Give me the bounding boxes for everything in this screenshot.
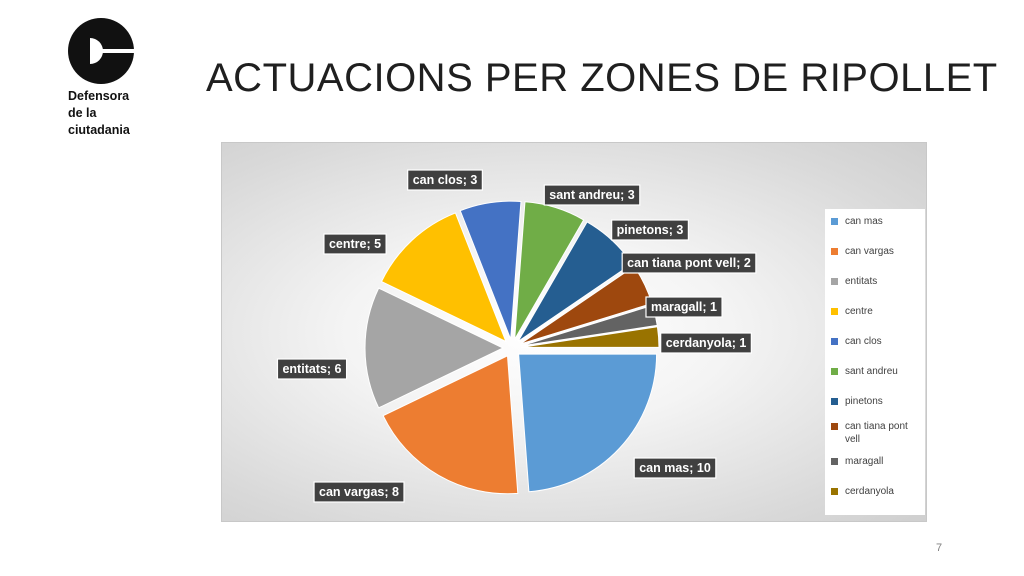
legend-swatch <box>831 458 838 465</box>
slide-title: ACTUACIONS PER ZONES DE RIPOLLET <box>206 56 998 100</box>
legend-swatch <box>831 308 838 315</box>
pie-chart-canvas: can mas; 10 can vargas; 8 entitats; 6 centr… <box>276 169 757 503</box>
defensora-logo-icon <box>68 18 134 84</box>
logo-text: Defensora de la ciutadania <box>68 88 158 139</box>
data-label-pinetons: pinetons; 3 <box>611 219 689 241</box>
legend-swatch <box>831 398 838 405</box>
organization-logo: Defensora de la ciutadania <box>68 18 148 138</box>
pie-slice-sant-andreu <box>514 201 585 340</box>
pie-slice-can-vargas <box>382 355 519 495</box>
pie-slice-centre <box>380 212 507 343</box>
legend-label: can tiana pont vell <box>845 421 908 445</box>
pie-chart: can mas; 10 can vargas; 8 entitats; 6 centr… <box>221 142 927 522</box>
svg-text:pinetons; 3: pinetons; 3 <box>617 223 684 237</box>
data-label-centre: centre; 5 <box>323 233 387 255</box>
legend-label: maragall <box>845 456 884 467</box>
pie-slice-entitats <box>364 287 505 409</box>
svg-text:entitats; 6: entitats; 6 <box>282 362 341 376</box>
svg-text:maragall; 1: maragall; 1 <box>651 300 717 314</box>
svg-text:can vargas; 8: can vargas; 8 <box>319 485 399 499</box>
chart-legend: can mas can vargas entitats centre can clos s… <box>825 209 925 515</box>
data-label-cerdanyola: cerdanyola; 1 <box>660 332 752 354</box>
pie-slice-can-clos <box>459 200 522 340</box>
data-label-can-vargas: can vargas; 8 <box>313 481 405 503</box>
svg-text:sant andreu; 3: sant andreu; 3 <box>549 188 634 202</box>
legend-label: centre <box>845 306 873 317</box>
legend-label: can clos <box>845 336 882 347</box>
data-label-sant-andreu: sant andreu; 3 <box>543 184 641 206</box>
data-label-entitats: entitats; 6 <box>276 358 348 380</box>
svg-text:cerdanyola; 1: cerdanyola; 1 <box>666 336 747 350</box>
page-number: 7 <box>936 542 943 554</box>
legend-swatch <box>831 368 838 375</box>
legend-label: sant andreu <box>845 366 898 377</box>
data-label-maragall: maragall; 1 <box>645 296 723 318</box>
legend-label: can vargas <box>845 246 894 257</box>
svg-text:can mas; 10: can mas; 10 <box>639 461 711 475</box>
svg-text:can tiana pont vell; 2: can tiana pont vell; 2 <box>627 256 751 270</box>
svg-text:centre; 5: centre; 5 <box>329 237 381 251</box>
legend-swatch <box>831 338 838 345</box>
legend-swatch <box>831 488 838 495</box>
legend-swatch <box>831 423 838 430</box>
data-label-can-mas: can mas; 10 <box>633 457 717 479</box>
logo-line-1: Defensora <box>68 89 130 103</box>
legend-label: entitats <box>845 276 878 287</box>
svg-text:can clos; 3: can clos; 3 <box>413 173 478 187</box>
logo-line-3: ciutadania <box>68 123 130 137</box>
logo-line-2: de la <box>68 106 97 120</box>
legend-swatch <box>831 278 838 285</box>
pie-slice-can-mas <box>518 353 658 493</box>
legend-label: pinetons <box>845 396 883 407</box>
legend-label: can mas <box>845 216 883 227</box>
legend-swatch <box>831 248 838 255</box>
legend-swatch <box>831 218 838 225</box>
data-label-can-tiana-pont-vell: can tiana pont vell; 2 <box>621 252 757 274</box>
legend-label: cerdanyola <box>845 486 894 497</box>
pie-slice-cerdanyola <box>520 326 660 348</box>
data-label-can-clos: can clos; 3 <box>407 169 483 191</box>
